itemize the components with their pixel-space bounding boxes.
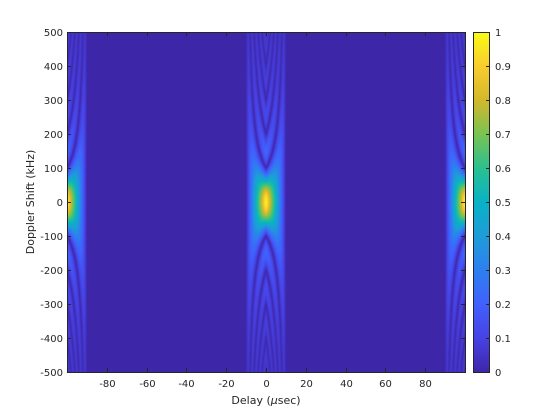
colorbar-tick-label: 0.5 <box>495 198 511 209</box>
colorbar-tick-label: 1 <box>495 28 501 39</box>
colorbar-tick-label: 0.2 <box>495 300 511 311</box>
y-tick-label: 0 <box>57 198 63 209</box>
x-tick-label: 20 <box>300 379 313 390</box>
colorbar-tick-label: 0.8 <box>495 96 511 107</box>
colorbar-tick-label: 0.1 <box>495 334 511 345</box>
colorbar: 0 0.1 0.2 0.3 0.4 0.5 0.6 0.7 0.8 0.9 1 <box>473 28 511 379</box>
x-tick-label: -60 <box>139 379 155 390</box>
y-tick-label: -300 <box>40 300 63 311</box>
y-tick-label: 400 <box>44 62 63 73</box>
y-tick-label: 200 <box>44 130 63 141</box>
x-tick-label: -80 <box>99 379 115 390</box>
heatmap-image <box>67 32 465 372</box>
colorbar-tick-label: 0.3 <box>495 266 511 277</box>
x-tick-label: 60 <box>379 379 392 390</box>
y-tick-label: -200 <box>40 266 63 277</box>
y-tick-label: -500 <box>40 368 63 379</box>
y-tick-label: -400 <box>40 334 63 345</box>
colorbar-tick-label: 0.6 <box>495 164 511 175</box>
y-axis-label: Doppler Shift (kHz) <box>24 150 37 255</box>
x-tick-label: 40 <box>340 379 353 390</box>
x-axis-label: Delay (μsec) <box>231 394 300 407</box>
colorbar-ticks: 0 0.1 0.2 0.3 0.4 0.5 0.6 0.7 0.8 0.9 1 <box>486 28 511 379</box>
x-tick-label: 0 <box>263 379 269 390</box>
x-tick-label: -20 <box>218 379 234 390</box>
x-tick-label: -40 <box>178 379 194 390</box>
y-tick-label: 300 <box>44 96 63 107</box>
y-axis: -500 -400 -300 -200 -100 0 100 200 300 400 500 <box>40 28 465 379</box>
colorbar-tick-label: 0.9 <box>495 62 511 73</box>
heatmap-plot-area <box>67 32 466 373</box>
y-tick-label: -100 <box>40 232 63 243</box>
y-tick-label: 500 <box>44 28 63 39</box>
x-tick-label: 80 <box>419 379 432 390</box>
colorbar-tick-label: 0.4 <box>495 232 511 243</box>
colorbar-tick-label: 0 <box>495 368 501 379</box>
y-tick-label: 100 <box>44 164 63 175</box>
colorbar-tick-label: 0.7 <box>495 130 511 141</box>
x-axis: -80 -60 -40 -20 0 20 40 60 80 <box>99 32 432 390</box>
